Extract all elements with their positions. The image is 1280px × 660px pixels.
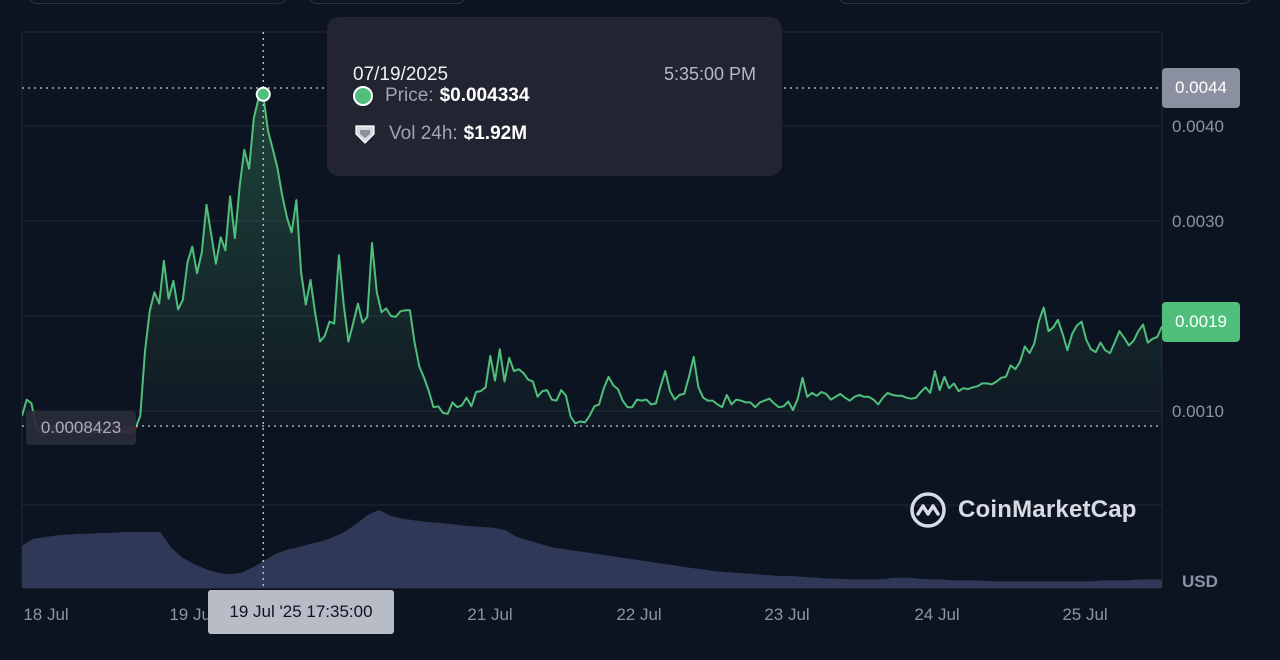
chart-type-tabs[interactable]	[838, 0, 1252, 4]
tooltip-volume-row: Vol 24h: $1.92M	[353, 123, 527, 145]
y-tick-label: 0.0040	[1172, 117, 1224, 136]
current-price-tag: 0.0019	[1162, 302, 1240, 342]
tooltip-volume-value: $1.92M	[463, 123, 528, 144]
x-tick-label: 25 Jul	[1062, 605, 1107, 624]
x-tick-label: 24 Jul	[914, 605, 959, 624]
coinmarketcap-watermark: CoinMarketCap	[908, 490, 1137, 530]
coinmarketcap-logo-icon	[910, 492, 946, 528]
x-tick-label: 18 Jul	[23, 605, 68, 624]
x-tick-label: 21 Jul	[467, 605, 512, 624]
tooltip-date: 07/19/2025	[353, 64, 449, 85]
x-tick-label: 19 Jul	[169, 605, 214, 624]
baseline-price-tag: 0.0008423	[26, 411, 136, 445]
axes: 0.0010 0.0030 0.0040 18 Jul 19 Jul 21 Jul 22 J…	[23, 117, 1224, 624]
price-tooltip: 07/19/2025 5:35:00 PM Price: $0.004334 V…	[327, 17, 782, 176]
brand-name: CoinMarketCap	[958, 496, 1137, 523]
hover-point-marker	[255, 86, 271, 102]
tooltip-price-row: Price: $0.004334	[353, 85, 529, 107]
crosshair-time-label: 19 Jul '25 17:35:00	[208, 590, 394, 634]
y-tick-label: 0.0030	[1172, 212, 1224, 231]
x-tick-label: 23 Jul	[764, 605, 809, 624]
tooltip-time: 5:35:00 PM	[663, 64, 756, 84]
price-fill-up	[22, 94, 1162, 426]
volume-area	[22, 510, 1162, 588]
tooltip-volume-label: Vol 24h:	[389, 123, 458, 144]
volume-badge-icon	[355, 125, 375, 144]
price-dot-icon	[353, 86, 373, 106]
price-below-baseline	[22, 426, 1162, 435]
currency-label: USD	[1182, 572, 1218, 591]
max-price-tag: 0.0044	[1162, 68, 1240, 108]
price-line-up	[22, 93, 1163, 426]
range-tab-left[interactable]	[28, 0, 288, 4]
range-tab-mid[interactable]	[308, 0, 466, 4]
tooltip-price-value: $0.004334	[439, 85, 530, 106]
volume-fill	[22, 510, 1162, 588]
price-above-baseline	[22, 93, 1163, 426]
x-tick-label: 22 Jul	[616, 605, 661, 624]
price-series	[22, 93, 1163, 435]
y-tick-label: 0.0010	[1172, 402, 1224, 421]
tooltip-price-label: Price:	[385, 85, 434, 106]
